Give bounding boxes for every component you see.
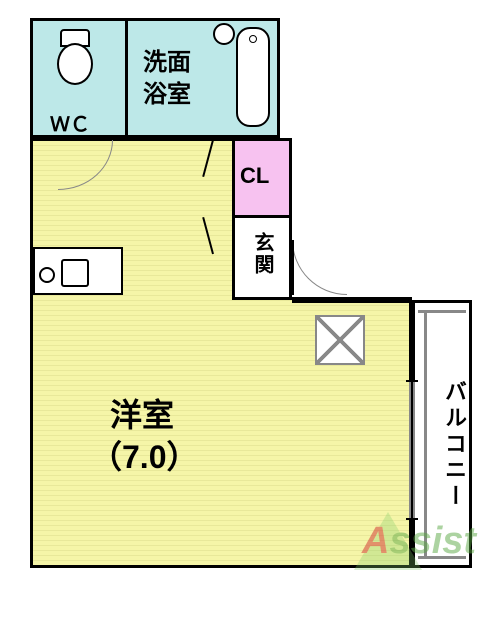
wall-segment-top [292, 297, 412, 303]
bath-label-2: 浴室 [143, 74, 191, 109]
bathtub [236, 27, 270, 127]
toilet-fixture [55, 29, 95, 104]
watermark-logo: Assist [362, 520, 476, 563]
closet-label: CL [240, 163, 269, 189]
balcony-rail-top [418, 310, 466, 313]
genkan-door-line [292, 240, 294, 295]
wc-label: ＷＣ [50, 108, 90, 137]
balcony-label: バルコニー [438, 380, 470, 510]
genkan-label: 玄関 [248, 232, 277, 276]
main-room-label-2: （7.0） [90, 432, 199, 478]
kitchen-counter [33, 247, 123, 295]
ac-unit [315, 315, 365, 365]
main-room-label-1: 洋室 [110, 390, 174, 436]
floorplan-container: ＷＣ 洗面 浴室 CL 玄関 洋室 （7.0） [0, 0, 500, 640]
bath-label-1: 洗面 [143, 42, 191, 77]
bath-sink [213, 23, 235, 45]
balcony-window [406, 380, 418, 520]
genkan-door-arc [292, 240, 347, 295]
